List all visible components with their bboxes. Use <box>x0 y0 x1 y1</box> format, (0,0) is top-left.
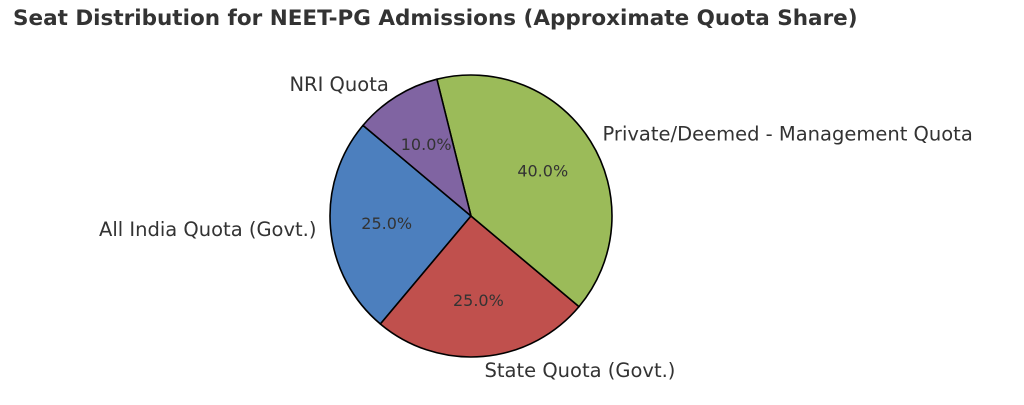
percent-label: 40.0% <box>517 162 568 181</box>
category-label: Private/Deemed - Management Quota <box>603 122 973 145</box>
chart-title: Seat Distribution for NEET-PG Admissions… <box>13 6 858 31</box>
percent-labels: 25.0% 25.0% 40.0% 10.0% <box>361 135 568 310</box>
category-label: All India Quota (Govt.) <box>99 218 317 241</box>
pie-slice <box>379 215 580 358</box>
percent-label: 25.0% <box>361 214 412 233</box>
percent-label: 25.0% <box>453 291 504 310</box>
pie-slice <box>329 124 472 325</box>
pie-slice <box>362 78 472 217</box>
category-label: NRI Quota <box>289 73 388 96</box>
category-labels: All India Quota (Govt.) State Quota (Govt… <box>99 73 973 382</box>
category-label: State Quota (Govt.) <box>485 359 676 382</box>
pie-slices <box>329 74 613 358</box>
percent-label: 10.0% <box>401 135 452 154</box>
pie-slice <box>436 74 613 308</box>
